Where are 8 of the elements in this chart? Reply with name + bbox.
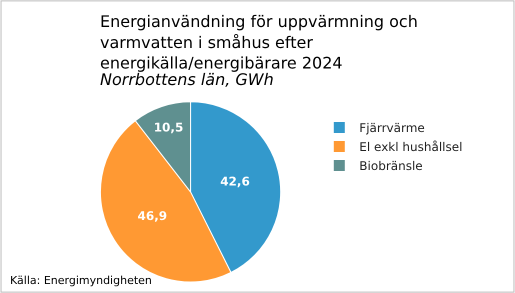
legend-label: Fjärrvärme: [359, 121, 425, 136]
legend-label: Biobränsle: [359, 159, 423, 174]
legend-label: El exkl hushållsel: [359, 140, 462, 154]
chart-title: Energianvändning för uppvärmning och varmvatten i småhus efter energikälla/energibärare 2024: [100, 12, 418, 73]
data-label: 46,9: [138, 209, 168, 223]
data-label: 42,6: [220, 174, 250, 188]
data-label: 10,5: [154, 120, 184, 135]
text: Källa: Energimyndigheten: [10, 274, 152, 287]
